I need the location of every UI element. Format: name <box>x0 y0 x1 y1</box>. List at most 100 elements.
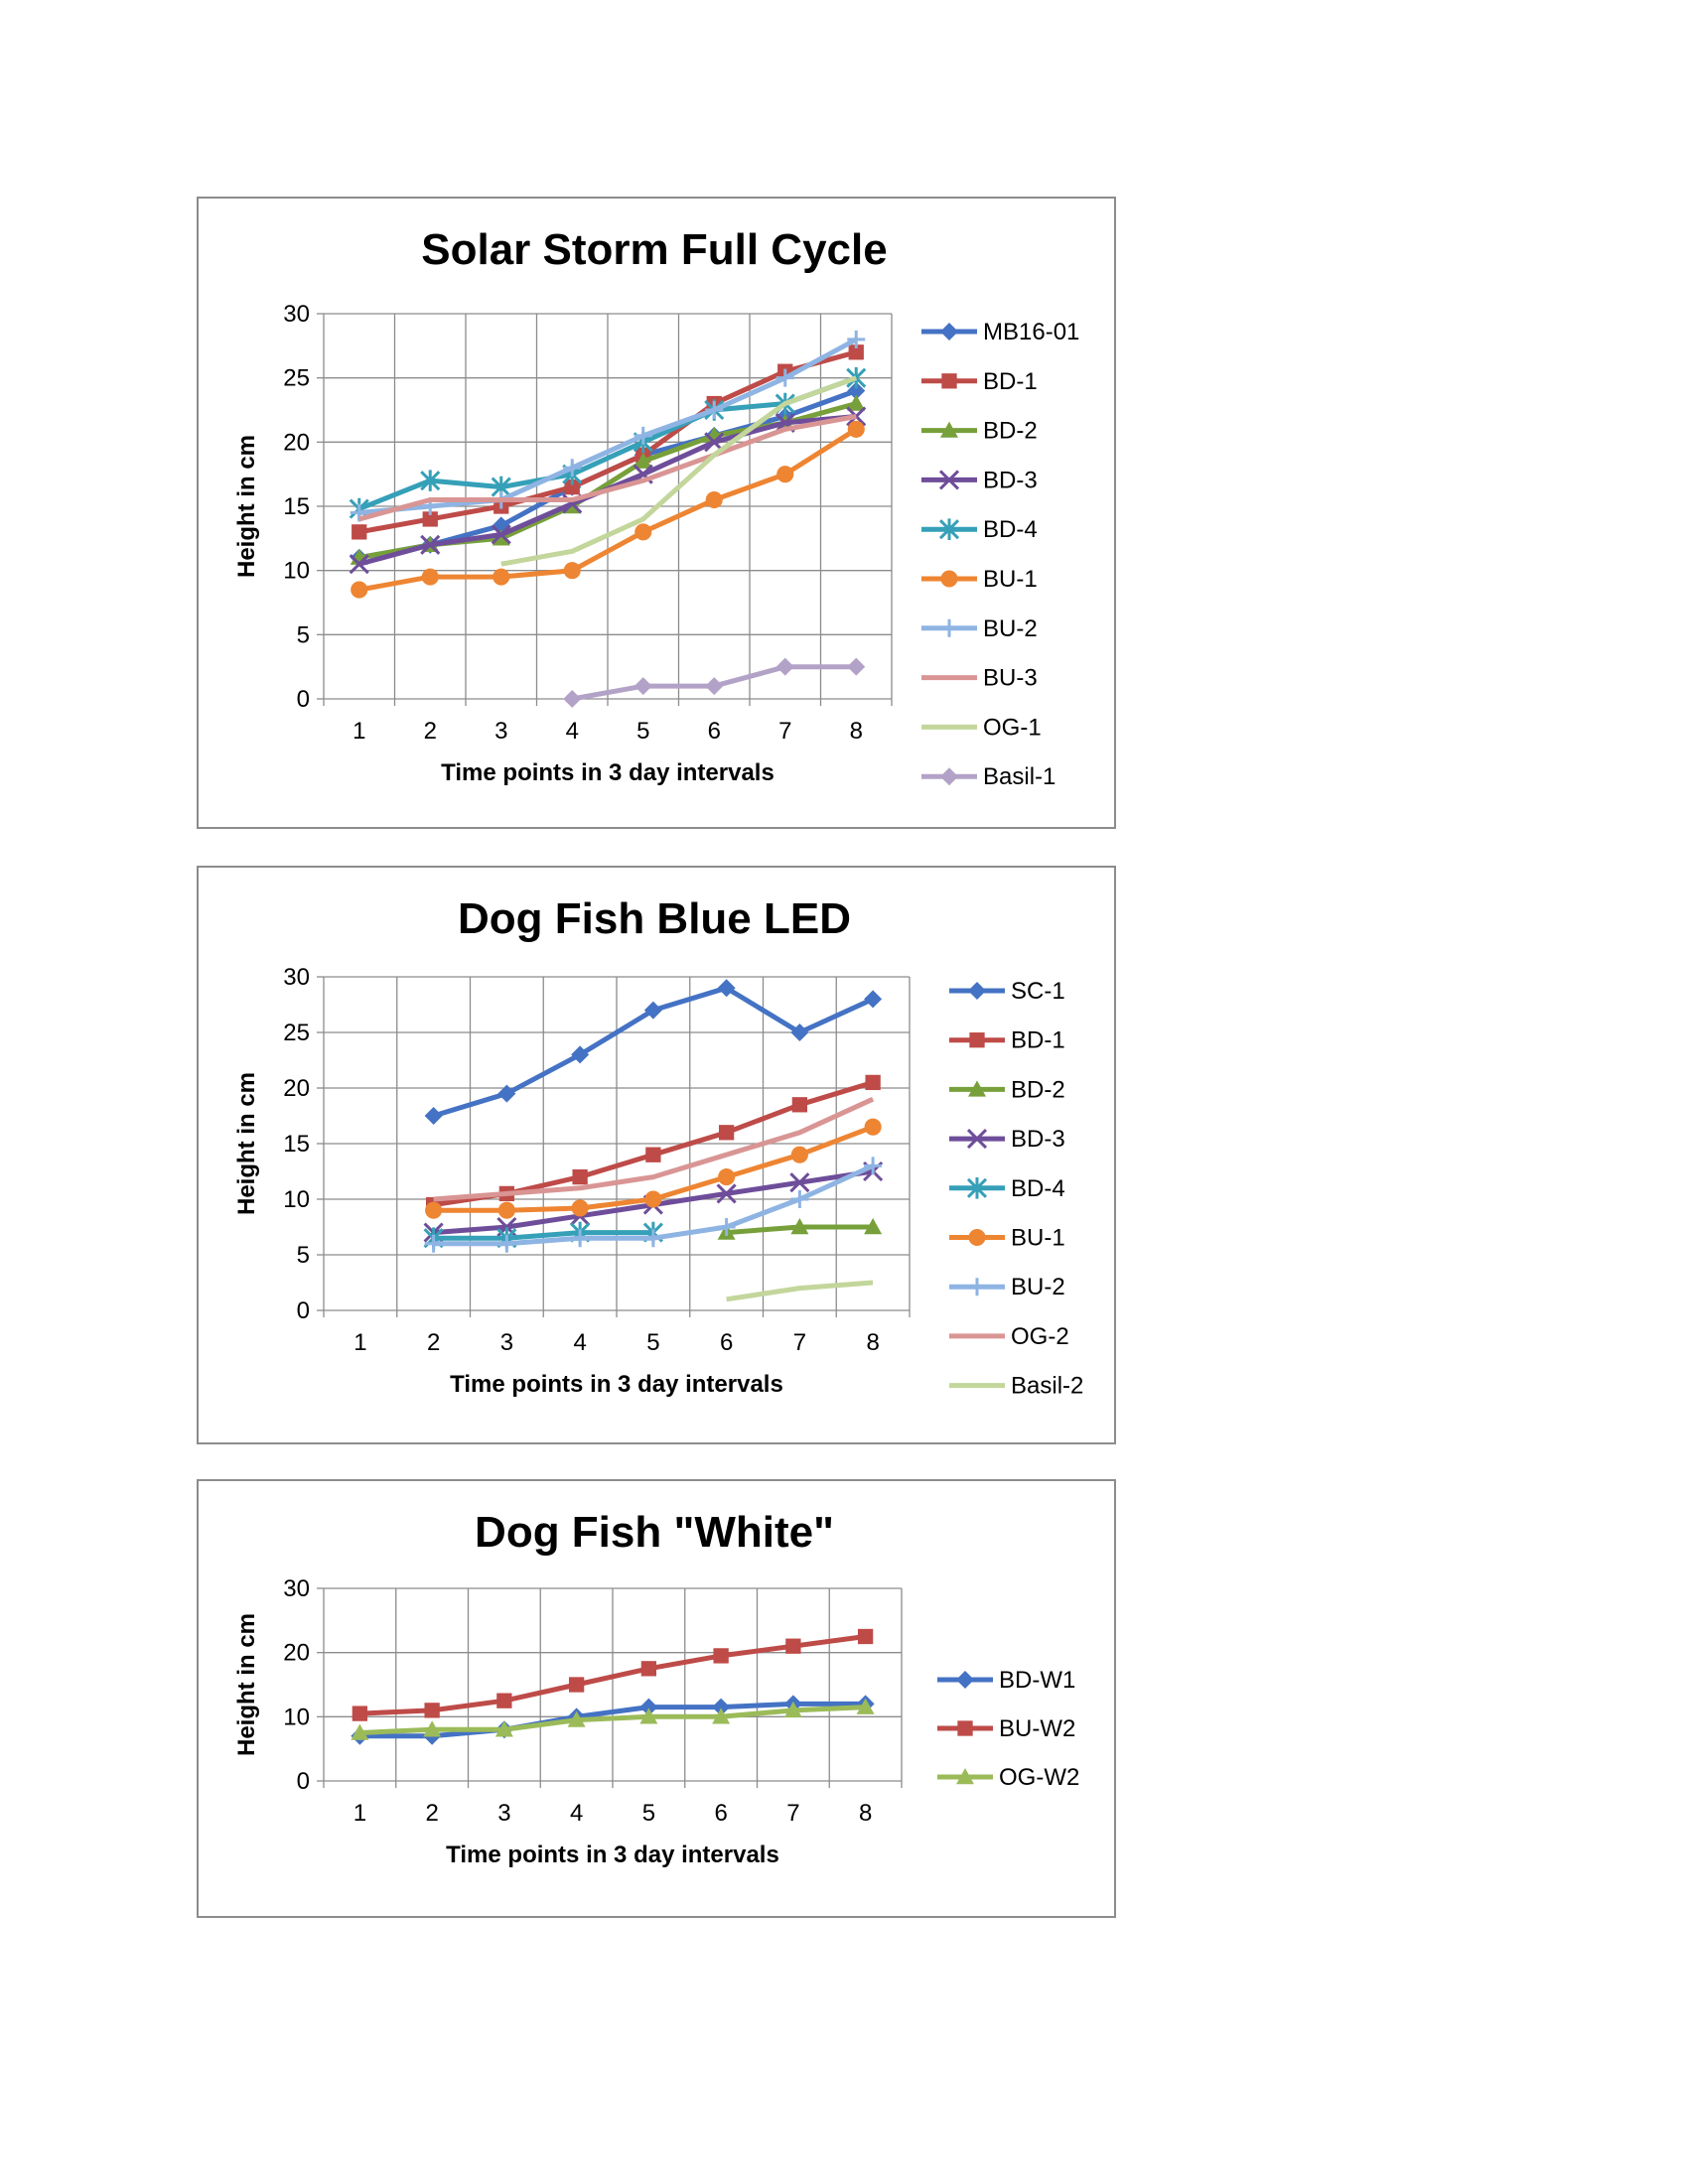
legend-item-bd-1: BD-1 <box>949 1027 1065 1054</box>
series-bu-w2 <box>352 1628 874 1721</box>
series-line-bd-4 <box>357 375 858 511</box>
data-point-basil-1 <box>563 690 582 708</box>
data-point-bd-w1 <box>712 1698 731 1716</box>
data-point-bu-2 <box>497 1234 516 1253</box>
legend-label: BD-4 <box>983 516 1038 543</box>
data-point-bu-2 <box>643 1229 662 1248</box>
y-tick-label: 0 <box>297 1297 310 1324</box>
x-tick-label: 1 <box>352 718 365 745</box>
chart-solar-storm: Solar Storm Full Cycle 0 5 10 15 20 25 30 1 2 3 4 5 6… <box>197 197 1116 829</box>
legend-label: BU-2 <box>1011 1274 1065 1300</box>
x-tick-label: 3 <box>497 1800 510 1827</box>
data-point-bu-2 <box>424 1234 443 1253</box>
y-tick-label: 5 <box>297 621 310 648</box>
data-point-og-w2 <box>639 1707 658 1724</box>
legend-label: BD-3 <box>1011 1126 1065 1153</box>
legend-item-bu-2: BU-2 <box>921 615 1038 642</box>
x-tick-label: 4 <box>566 718 579 745</box>
series-line-bu-3 <box>358 414 857 522</box>
legend-item-bu-1: BU-1 <box>949 1225 1065 1252</box>
series-bu-3 <box>358 414 857 522</box>
data-point-bd-3 <box>420 534 441 555</box>
data-point-bu-2 <box>775 368 794 387</box>
data-point-bu-2 <box>633 426 652 445</box>
legend-marker <box>940 618 958 637</box>
legend-item-bd-1: BD-1 <box>921 368 1038 395</box>
legend-item-bd-w1: BD-W1 <box>937 1667 1075 1694</box>
data-point-bu-1 <box>644 1190 662 1208</box>
y-tick-label: 15 <box>283 1131 310 1158</box>
series-bu-2 <box>350 330 866 522</box>
legend-marker <box>968 1228 986 1247</box>
y-tick-label: 20 <box>283 1640 310 1667</box>
legend-label: SC-1 <box>1011 978 1065 1005</box>
data-point-bu-2 <box>847 330 866 348</box>
data-point-bd-2 <box>847 394 866 411</box>
data-point-bd-3 <box>349 554 369 575</box>
data-point-basil-1 <box>705 677 724 696</box>
data-point-bd-2 <box>492 529 510 546</box>
series-basil-1 <box>563 657 866 708</box>
legend-label: MB16-01 <box>983 319 1079 345</box>
legend-item-bu-w2: BU-W2 <box>937 1715 1075 1742</box>
legend-label: BD-W1 <box>999 1667 1075 1694</box>
data-point-bd-3 <box>789 1172 810 1193</box>
data-point-sc-1 <box>717 979 736 998</box>
legend-item-bu-1: BU-1 <box>921 566 1038 593</box>
series-og-2 <box>433 1096 875 1202</box>
data-point-bu-1 <box>776 466 794 483</box>
data-point-bu-w2 <box>424 1703 440 1718</box>
x-tick-label: 4 <box>570 1800 583 1827</box>
legend-label: BD-1 <box>983 368 1038 395</box>
y-tick-label: 10 <box>283 1704 310 1730</box>
legend-item-bd-2: BD-2 <box>921 418 1038 445</box>
data-point-bu-2 <box>563 459 582 478</box>
y-tick-label: 25 <box>283 365 310 392</box>
data-point-bd-1 <box>422 511 438 527</box>
legend-label: OG-W2 <box>999 1764 1079 1791</box>
data-point-bd-4 <box>420 470 441 491</box>
series-line-og-1 <box>500 375 858 567</box>
data-point-bu-2 <box>705 401 724 419</box>
data-point-bd-w1 <box>639 1698 658 1716</box>
legend: SC-1 BD-1 BD-2 BD-3 BD-4 BU-1 BU-2 OG-2 Basil-2 <box>949 978 1083 1400</box>
data-point-bu-1 <box>634 523 652 541</box>
x-tick-label: 3 <box>494 718 507 745</box>
chart-title: Dog Fish "White" <box>475 1508 834 1557</box>
y-tick-label: 0 <box>297 1768 310 1795</box>
y-tick-label: 30 <box>283 964 310 991</box>
x-tick-label: 4 <box>573 1329 586 1356</box>
legend-label: BD-1 <box>1011 1027 1065 1054</box>
legend-marker <box>966 1129 988 1150</box>
y-tick-label: 20 <box>283 429 310 456</box>
series-bu-1 <box>351 420 865 599</box>
legend-marker <box>968 982 986 1000</box>
series-line-bu-1 <box>358 427 858 593</box>
legend-marker <box>956 1768 974 1785</box>
y-tick-label: 25 <box>283 1020 310 1046</box>
x-tick-label: 3 <box>500 1329 513 1356</box>
data-point-bu-1 <box>497 1201 515 1219</box>
legend-item-bu-2: BU-2 <box>949 1274 1065 1300</box>
series-line-bd-1 <box>358 349 857 535</box>
legend-marker <box>938 518 960 540</box>
chart-title: Solar Storm Full Cycle <box>421 225 887 274</box>
x-tick-label: 2 <box>425 1800 438 1827</box>
y-tick-label: 20 <box>283 1075 310 1102</box>
legend-item-og-w2: OG-W2 <box>937 1764 1079 1791</box>
data-point-bd-2 <box>633 452 652 469</box>
data-point-bu-w2 <box>857 1628 874 1645</box>
legend-label: BD-2 <box>1011 1076 1065 1103</box>
series-bu-1 <box>425 1118 882 1219</box>
data-point-sc-1 <box>790 1024 809 1041</box>
x-tick-label: 5 <box>636 718 649 745</box>
legend-item-og-2: OG-2 <box>949 1323 1069 1350</box>
x-axis-label: Time points in 3 day intervals <box>450 1371 783 1398</box>
legend-item-basil-1: Basil-1 <box>921 763 1055 790</box>
data-point-sc-1 <box>571 1045 590 1064</box>
legend-item-og-1: OG-1 <box>921 714 1042 741</box>
legend-marker <box>941 373 957 389</box>
data-point-bd-2 <box>864 1218 883 1235</box>
x-tick-label: 2 <box>427 1329 440 1356</box>
x-tick-label: 8 <box>850 718 863 745</box>
